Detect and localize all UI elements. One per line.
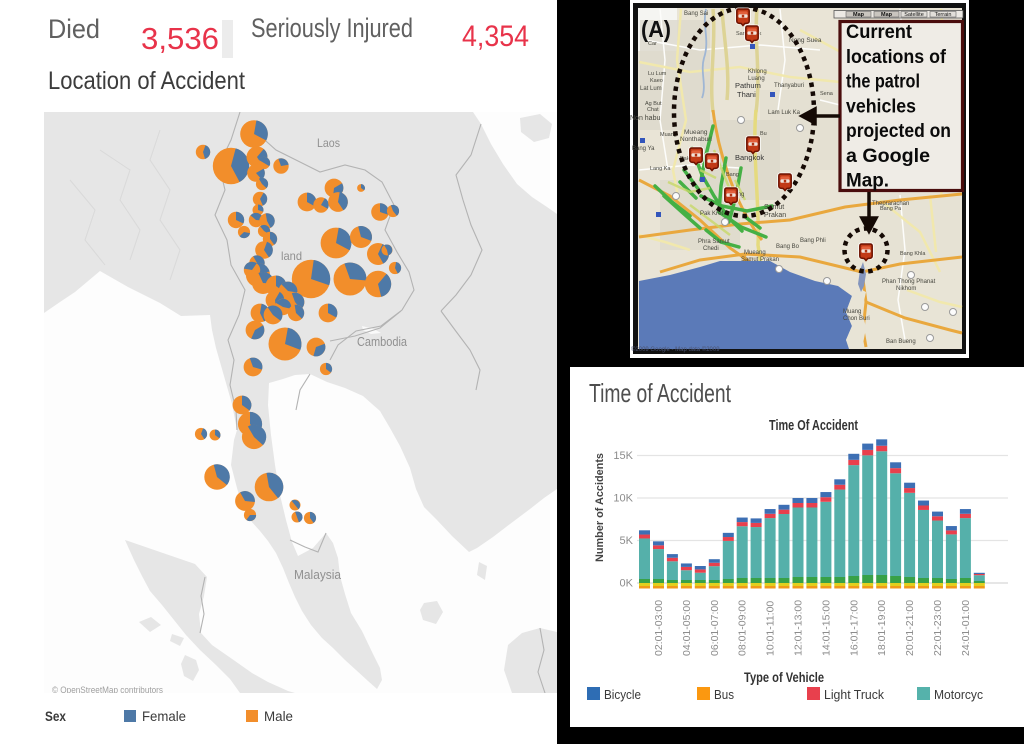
svg-text:Current: Current bbox=[846, 22, 913, 43]
svg-text:06:01-07:00: 06:01-07:00 bbox=[709, 600, 721, 656]
svg-text:Number of Accidents: Number of Accidents bbox=[594, 453, 606, 562]
svg-text:Female: Female bbox=[142, 708, 186, 724]
svg-text:Bangkok: Bangkok bbox=[735, 153, 764, 162]
svg-text:Mueang: Mueang bbox=[684, 129, 708, 136]
svg-text:3,536: 3,536 bbox=[141, 21, 219, 56]
svg-text:20:01-21:00: 20:01-21:00 bbox=[904, 600, 916, 656]
svg-text:Bang Bo: Bang Bo bbox=[776, 244, 800, 250]
svg-text:18:01-19:00: 18:01-19:00 bbox=[876, 600, 888, 656]
svg-text:a Google: a Google bbox=[846, 146, 930, 167]
svg-text:©2009 Google - Map data ©2009: ©2009 Google - Map data ©2009 bbox=[631, 346, 720, 353]
svg-text:Lat Lum: Lat Lum bbox=[640, 86, 662, 92]
svg-text:Muang: Muang bbox=[660, 132, 677, 138]
svg-text:(A): (A) bbox=[641, 16, 671, 42]
svg-text:Khlong: Khlong bbox=[748, 69, 767, 75]
svg-text:Laos: Laos bbox=[317, 136, 340, 150]
svg-text:Time of Accident: Time of Accident bbox=[589, 378, 732, 408]
svg-text:Lu Lum: Lu Lum bbox=[648, 71, 667, 77]
svg-text:0K: 0K bbox=[620, 578, 634, 590]
svg-text:vehicles: vehicles bbox=[846, 96, 916, 117]
svg-text:Prakan: Prakan bbox=[764, 212, 786, 219]
svg-text:Malaysia: Malaysia bbox=[294, 567, 342, 582]
svg-text:Thani: Thani bbox=[737, 90, 756, 99]
svg-text:Samut Prakan: Samut Prakan bbox=[741, 257, 779, 263]
svg-text:Terrain: Terrain bbox=[935, 12, 952, 18]
svg-text:Ag But: Ag But bbox=[645, 101, 662, 107]
svg-text:14:01-15:00: 14:01-15:00 bbox=[820, 600, 832, 656]
svg-text:Bang: Bang bbox=[726, 172, 739, 178]
svg-text:Sex: Sex bbox=[45, 708, 66, 724]
svg-text:Lang Ka: Lang Ka bbox=[650, 166, 671, 172]
svg-text:Male: Male bbox=[264, 708, 293, 724]
svg-text:land: land bbox=[281, 249, 302, 263]
svg-text:Bu: Bu bbox=[760, 131, 767, 137]
svg-text:Map.: Map. bbox=[846, 171, 889, 192]
svg-text:5K: 5K bbox=[620, 535, 634, 547]
svg-text:Lam Luk Ka: Lam Luk Ka bbox=[768, 110, 801, 116]
svg-text:Bang Sai: Bang Sai bbox=[684, 11, 708, 17]
svg-text:Bus: Bus bbox=[714, 687, 734, 702]
svg-text:02:01-03:00: 02:01-03:00 bbox=[653, 600, 665, 656]
svg-text:Time Of Accident: Time Of Accident bbox=[769, 418, 858, 434]
svg-text:04:01-05:00: 04:01-05:00 bbox=[681, 600, 693, 656]
svg-text:Type of Vehicle: Type of Vehicle bbox=[744, 669, 824, 685]
svg-text:Map: Map bbox=[853, 12, 865, 18]
svg-text:Mueang: Mueang bbox=[744, 250, 766, 256]
svg-text:Chon Buri: Chon Buri bbox=[843, 316, 870, 322]
svg-text:10K: 10K bbox=[613, 493, 633, 505]
svg-text:Nong Suea: Nong Suea bbox=[789, 37, 822, 44]
svg-text:24:01-01:00: 24:01-01:00 bbox=[960, 600, 972, 656]
svg-text:Nikhom: Nikhom bbox=[896, 286, 916, 292]
svg-text:22:01-23:00: 22:01-23:00 bbox=[932, 600, 944, 656]
svg-text:Phan Thong Phanat: Phan Thong Phanat bbox=[882, 279, 936, 285]
svg-text:© OpenStreetMap contributors: © OpenStreetMap contributors bbox=[52, 685, 163, 693]
svg-text:Bang Khla: Bang Khla bbox=[900, 251, 926, 257]
svg-text:Thanyaburi: Thanyaburi bbox=[774, 83, 804, 89]
svg-text:Muang: Muang bbox=[843, 309, 861, 315]
svg-text:08:01-09:00: 08:01-09:00 bbox=[737, 600, 749, 656]
svg-text:the patrol: the patrol bbox=[846, 72, 920, 93]
svg-text:10:01-11:00: 10:01-11:00 bbox=[765, 601, 777, 656]
svg-text:Pak Kret: Pak Kret bbox=[700, 211, 723, 217]
svg-text:Luang: Luang bbox=[748, 76, 765, 82]
svg-text:Pathum: Pathum bbox=[735, 81, 761, 90]
svg-text:15K: 15K bbox=[613, 450, 633, 462]
svg-text:4,354: 4,354 bbox=[462, 20, 529, 53]
svg-text:Satellite: Satellite bbox=[904, 12, 924, 18]
svg-text:Samut: Samut bbox=[764, 204, 784, 211]
svg-text:Bang Phli: Bang Phli bbox=[800, 238, 826, 244]
svg-text:Motorcyc: Motorcyc bbox=[934, 687, 983, 702]
svg-text:Light Truck: Light Truck bbox=[824, 687, 884, 702]
svg-text:Location of Accident: Location of Accident bbox=[48, 67, 245, 95]
svg-text:Died: Died bbox=[48, 14, 100, 44]
svg-text:Theprarachan: Theprarachan bbox=[872, 201, 909, 207]
svg-text:Car: Car bbox=[648, 41, 657, 47]
svg-text:Nonthaburi: Nonthaburi bbox=[680, 136, 712, 143]
svg-text:Chedi: Chedi bbox=[703, 246, 719, 252]
svg-text:Sena: Sena bbox=[820, 91, 834, 97]
svg-text:Kaeo: Kaeo bbox=[650, 78, 663, 84]
svg-text:Seriously Injured: Seriously Injured bbox=[251, 13, 413, 43]
svg-text:Non habu: Non habu bbox=[630, 115, 660, 122]
svg-text:12:01-13:00: 12:01-13:00 bbox=[793, 600, 805, 656]
svg-text:locations of: locations of bbox=[846, 47, 947, 68]
svg-text:Chat: Chat bbox=[647, 107, 659, 113]
svg-text:Ban Bueng: Ban Bueng bbox=[886, 339, 916, 345]
svg-text:Map: Map bbox=[881, 12, 893, 18]
svg-text:Bang Pa: Bang Pa bbox=[880, 206, 902, 212]
svg-text:Cambodia: Cambodia bbox=[357, 334, 408, 349]
svg-text:16:01-17:00: 16:01-17:00 bbox=[848, 600, 860, 656]
svg-text:Phra Samut: Phra Samut bbox=[698, 239, 730, 245]
svg-text:projected on: projected on bbox=[846, 121, 951, 142]
svg-text:Bicycle: Bicycle bbox=[604, 687, 641, 702]
svg-text:Bang Ya: Bang Ya bbox=[632, 146, 655, 152]
